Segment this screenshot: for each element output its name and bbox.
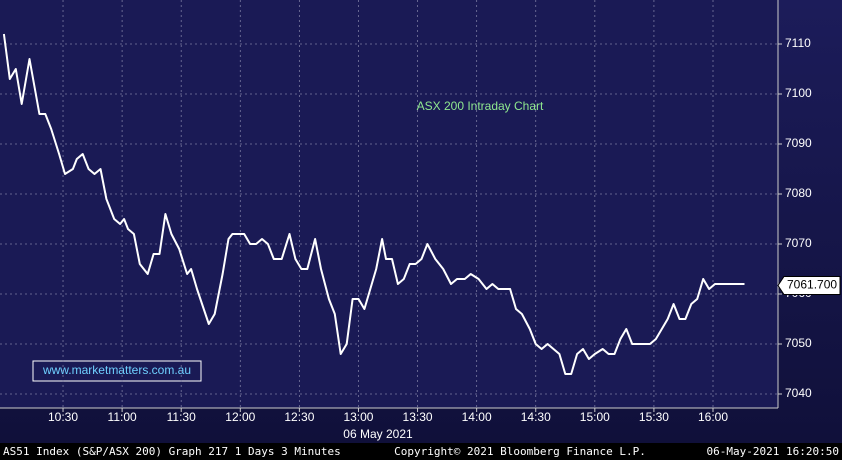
x-tick-label: 14:00 xyxy=(462,410,492,424)
chart-title: ASX 200 Intraday Chart xyxy=(417,99,544,113)
last-price-box xyxy=(777,276,841,295)
x-axis-label: 06 May 2021 xyxy=(343,427,413,441)
y-tick-label: 7090 xyxy=(785,136,812,150)
footer-left: AS51 Index (S&P/ASX 200) Graph 217 1 Day… xyxy=(3,445,341,458)
x-tick-label: 13:00 xyxy=(343,410,373,424)
watermark-box xyxy=(32,360,202,382)
price-line xyxy=(2,33,745,375)
x-tick-label: 14:30 xyxy=(521,410,551,424)
y-tick-label: 7110 xyxy=(785,36,811,50)
x-tick-label: 11:00 xyxy=(108,410,137,424)
x-tick-label: 15:30 xyxy=(639,410,669,424)
y-tick-label: 7100 xyxy=(785,86,812,100)
y-tick-label: 7080 xyxy=(785,186,812,200)
footer-bar xyxy=(0,443,842,460)
x-tick-label: 12:00 xyxy=(225,410,255,424)
x-tick-label: 11:30 xyxy=(167,410,196,424)
x-tick-label: 12:30 xyxy=(284,410,314,424)
y-tick-label: 7050 xyxy=(785,336,812,350)
x-tick-label: 15:00 xyxy=(580,410,610,424)
plot-area xyxy=(0,0,778,408)
y-tick-label: 7040 xyxy=(785,386,812,400)
x-tick-label: 10:30 xyxy=(48,410,78,424)
x-tick-label: 13:30 xyxy=(403,410,433,424)
y-tick-label: 7070 xyxy=(785,236,812,250)
x-tick-label: 16:00 xyxy=(698,410,728,424)
watermark: www.marketmatters.com.au xyxy=(42,363,191,377)
last-price-label: 7061.700 xyxy=(787,278,837,292)
footer-center: Copyright© 2021 Bloomberg Finance L.P. xyxy=(394,445,646,458)
footer-right: 06-May-2021 16:20:50 xyxy=(707,445,839,458)
